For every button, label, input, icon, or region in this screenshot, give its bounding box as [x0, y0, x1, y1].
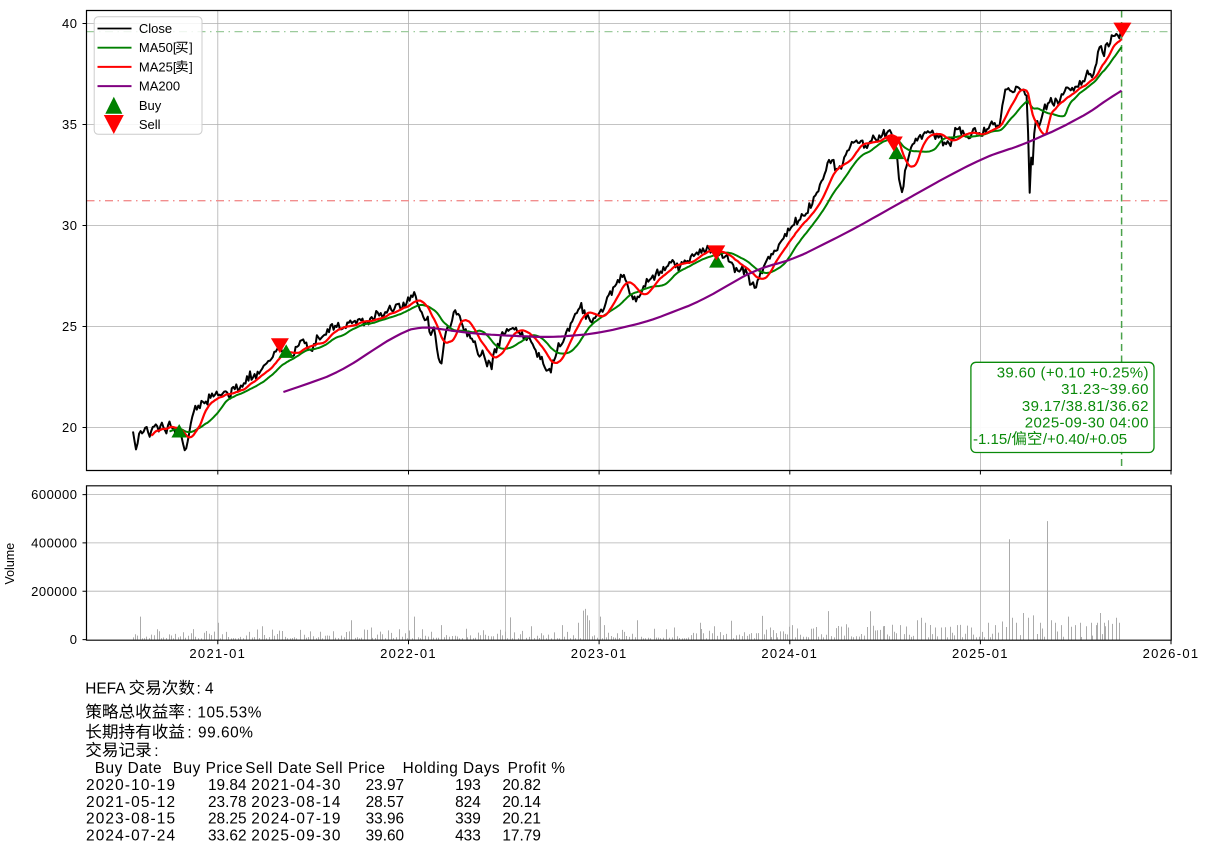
svg-text:Holding Days: Holding Days [403, 760, 501, 777]
svg-text:33.62: 33.62 [208, 828, 247, 845]
svg-text:19.84: 19.84 [208, 777, 247, 794]
svg-text:28.57: 28.57 [366, 794, 405, 811]
svg-text:Close: Close [139, 21, 172, 36]
svg-text:2021-04-30: 2021-04-30 [251, 777, 341, 794]
svg-text:2023-08-15: 2023-08-15 [86, 811, 176, 828]
svg-text:2020-10-19: 2020-10-19 [86, 777, 176, 794]
svg-text:23.97: 23.97 [366, 777, 405, 794]
svg-text:MA50[: MA50[ [139, 40, 177, 55]
svg-text:20.21: 20.21 [502, 811, 541, 828]
svg-text:2024-01: 2024-01 [761, 646, 818, 661]
svg-text:2024-07-24: 2024-07-24 [86, 828, 176, 845]
svg-text:Sell Date: Sell Date [245, 760, 312, 777]
svg-text:/+0.40/+0.05: /+0.40/+0.05 [1043, 431, 1127, 448]
svg-text:Buy: Buy [139, 98, 162, 113]
svg-text:MA200: MA200 [139, 79, 180, 94]
svg-text:433: 433 [455, 828, 481, 845]
svg-text:20.14: 20.14 [502, 794, 541, 811]
svg-text::: : [154, 743, 158, 760]
svg-text:2021-05-12: 2021-05-12 [86, 794, 176, 811]
svg-text:339: 339 [455, 811, 481, 828]
svg-text:33.96: 33.96 [366, 811, 405, 828]
svg-text:25: 25 [62, 319, 77, 334]
svg-text:824: 824 [455, 794, 481, 811]
svg-text:39.60: 39.60 [366, 828, 405, 845]
svg-text::: : [187, 725, 191, 742]
svg-text:20.82: 20.82 [502, 777, 541, 794]
svg-text:35: 35 [62, 117, 77, 132]
svg-text:99.60%: 99.60% [198, 725, 254, 742]
svg-text:30: 30 [62, 218, 77, 233]
svg-text:400000: 400000 [31, 535, 77, 550]
svg-text:2022-01: 2022-01 [380, 646, 437, 661]
svg-text:200000: 200000 [31, 584, 77, 599]
svg-text:: 4: : 4 [197, 681, 215, 698]
svg-text:105.53%: 105.53% [197, 705, 262, 722]
svg-text:23.78: 23.78 [208, 794, 247, 811]
svg-text:2023-01: 2023-01 [571, 646, 628, 661]
svg-text:]: ] [189, 59, 193, 74]
svg-text:20: 20 [62, 420, 77, 435]
svg-text:2023-08-14: 2023-08-14 [251, 794, 341, 811]
svg-text:17.79: 17.79 [502, 828, 541, 845]
svg-text:0: 0 [70, 632, 78, 647]
svg-text:39.60 (+0.10 +0.25%): 39.60 (+0.10 +0.25%) [997, 365, 1149, 382]
svg-text:Buy Price: Buy Price [173, 760, 243, 777]
svg-text:-1.15/: -1.15/ [973, 431, 1012, 448]
svg-text:Sell: Sell [139, 117, 161, 132]
svg-text:193: 193 [455, 777, 481, 794]
svg-text:2024-07-19: 2024-07-19 [251, 811, 341, 828]
svg-text:Sell Price: Sell Price [315, 760, 385, 777]
svg-text::: : [187, 705, 191, 722]
svg-text:600000: 600000 [31, 487, 77, 502]
svg-text:Volume: Volume [3, 543, 17, 585]
svg-text:Profit %: Profit % [508, 760, 566, 777]
svg-text:2025-01: 2025-01 [952, 646, 1009, 661]
svg-text:2025-09-30: 2025-09-30 [251, 828, 341, 845]
svg-text:2026-01: 2026-01 [1143, 646, 1200, 661]
svg-text:31.23~39.60: 31.23~39.60 [1061, 381, 1149, 398]
svg-text:2025-09-30 04:00: 2025-09-30 04:00 [1025, 414, 1149, 431]
svg-text:HEFA: HEFA [85, 681, 126, 698]
svg-text:40: 40 [62, 16, 77, 31]
svg-text:MA25[: MA25[ [139, 59, 177, 74]
svg-text:39.17/38.81/36.62: 39.17/38.81/36.62 [1022, 398, 1149, 415]
svg-text:Buy Date: Buy Date [95, 760, 162, 777]
svg-text:2021-01: 2021-01 [189, 646, 246, 661]
svg-text:28.25: 28.25 [208, 811, 247, 828]
svg-text:]: ] [189, 40, 193, 55]
